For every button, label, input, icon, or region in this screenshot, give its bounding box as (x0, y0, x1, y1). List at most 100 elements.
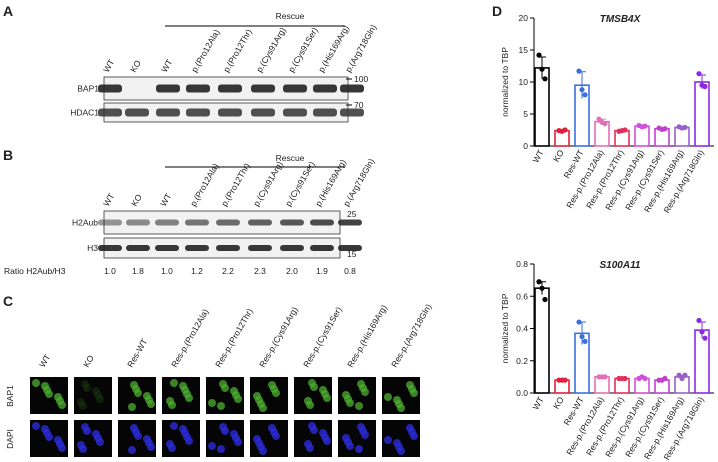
nucleus (32, 422, 40, 430)
y-tick-label: 0.8 (516, 259, 528, 269)
nucleus (342, 391, 350, 399)
column-label: WT (37, 353, 52, 369)
nucleus (92, 430, 100, 438)
lane-label: p.(Cys91Arg) (254, 25, 288, 74)
band (126, 219, 150, 226)
replicate-point (536, 279, 542, 285)
ratio-value: 2.2 (222, 266, 234, 276)
replicate-point (536, 52, 542, 58)
replicate-point (582, 338, 588, 344)
replicate-point (702, 83, 708, 90)
nucleus (342, 434, 350, 442)
band (185, 219, 209, 226)
replicate-point (542, 296, 548, 303)
replicate-point (699, 329, 705, 335)
band (338, 219, 362, 226)
nucleus (170, 422, 178, 430)
band (156, 108, 180, 117)
column-label: Res-p.(Cys91Arg) (257, 305, 300, 369)
replicate-point (542, 76, 548, 82)
nucleus (355, 402, 363, 410)
replicate-point (539, 285, 545, 291)
band (155, 219, 179, 226)
nucleus (143, 392, 151, 400)
nucleus (208, 442, 216, 450)
nucleus (143, 435, 151, 443)
mw-marker: 15 (347, 249, 357, 259)
band (313, 84, 337, 93)
y-tick-label: 0.0 (516, 388, 528, 398)
nucleus (32, 379, 40, 387)
nucleus (308, 379, 316, 387)
replicate-point (602, 121, 608, 127)
lane-label: WT (159, 58, 174, 74)
replicate-point (682, 124, 688, 131)
lane-label: KO (129, 192, 144, 208)
replicate-point (662, 375, 668, 382)
nucleus (308, 422, 316, 430)
band (251, 84, 275, 93)
nucleus (166, 440, 174, 448)
nucleus (77, 398, 85, 406)
band (310, 245, 334, 251)
band (280, 219, 304, 226)
replicate-point (582, 92, 588, 98)
band (125, 108, 149, 117)
y-axis-label: normalized to TBP (500, 47, 510, 117)
column-label: Res-p.(Pro12Thr) (213, 307, 255, 369)
bar (634, 377, 650, 394)
lane-label: WT (101, 192, 116, 208)
replicate-point (576, 68, 582, 74)
replicate-point (696, 71, 702, 77)
band (98, 245, 122, 251)
nucleus (179, 382, 187, 390)
ratio-value: 1.0 (161, 266, 173, 276)
lane-label: p.(Pro12Thr) (221, 27, 254, 74)
replicate-point (662, 126, 668, 132)
replicate-point (682, 372, 688, 378)
nucleus (304, 397, 312, 405)
y-tick-label: 10 (519, 77, 529, 87)
rescue-label: Rescue (276, 153, 305, 163)
x-tick-label: WT (530, 148, 545, 164)
blot-row-label: H2Aub (72, 218, 98, 228)
band (98, 219, 122, 226)
row-label: DAPI (5, 429, 15, 449)
nucleus (304, 440, 312, 448)
y-tick-label: 0.4 (516, 324, 528, 334)
lane-label: WT (101, 58, 116, 74)
row-label: BAP1 (5, 385, 15, 407)
nucleus (217, 445, 225, 453)
band (283, 84, 307, 93)
nucleus (92, 387, 100, 395)
band (313, 108, 337, 117)
panel-letter: D (492, 3, 502, 19)
nucleus (319, 429, 327, 437)
y-axis-label: normalized to TBP (500, 293, 510, 363)
nucleus (393, 439, 401, 447)
nucleus (41, 382, 49, 390)
nucleus (393, 396, 401, 404)
column-label: Res-p.(Pro12Ala) (169, 307, 211, 369)
replicate-point (602, 374, 608, 380)
column-label: Res-p.(His169Arg) (345, 303, 389, 369)
nucleus (406, 424, 414, 432)
nucleus (166, 397, 174, 405)
blot-row-label: H3 (87, 243, 98, 253)
ratio-value: 0.8 (344, 266, 356, 276)
nucleus (217, 402, 225, 410)
band (98, 84, 122, 93)
nucleus (128, 403, 136, 411)
band (216, 245, 240, 251)
column-label: Res-p.(Arg718Gln) (389, 302, 433, 369)
chart-title: TMSB4X (600, 14, 642, 25)
replicate-point (579, 333, 585, 340)
x-tick-label: WT (530, 395, 545, 411)
nucleus (130, 381, 138, 389)
rescue-label: Rescue (276, 11, 305, 21)
nucleus (54, 393, 62, 401)
band (185, 245, 209, 251)
blot-row-label: HDAC1 (70, 108, 99, 118)
lane-label: p.(Pro12Thr) (219, 161, 252, 208)
